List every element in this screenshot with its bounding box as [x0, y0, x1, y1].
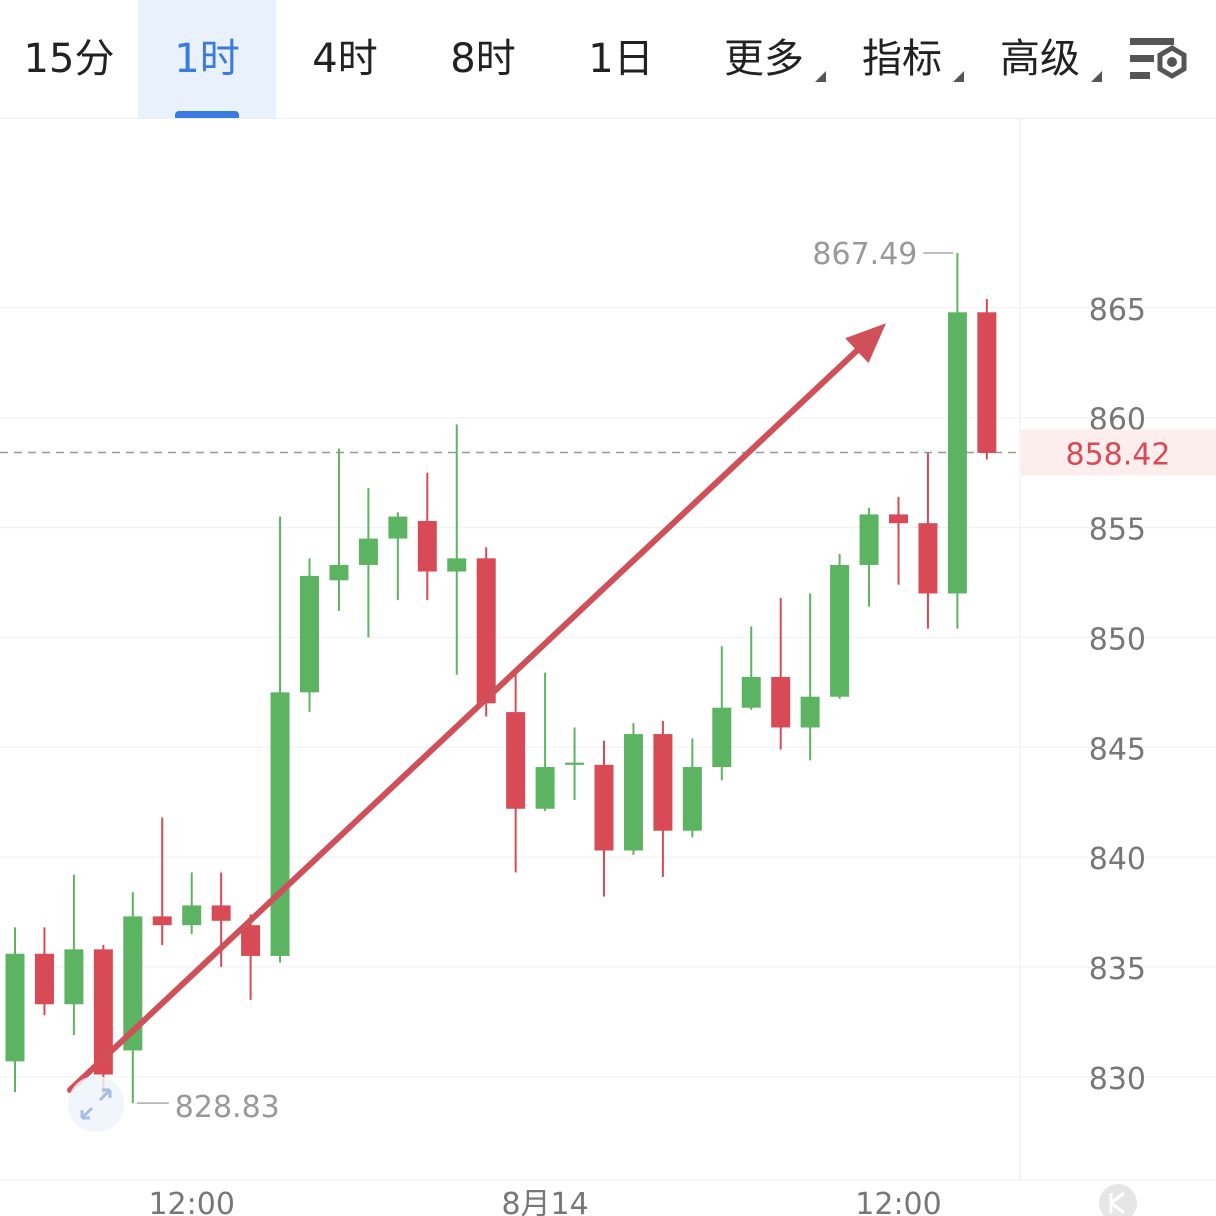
trend-arrow-head-icon: [845, 323, 886, 364]
tab-advanced-label: 高级: [1000, 36, 1080, 82]
tab-1h[interactable]: 1时: [138, 0, 276, 118]
candle-body-up: [565, 762, 585, 765]
tab-indicators[interactable]: 指标: [838, 0, 966, 118]
candle-body-up: [182, 905, 202, 926]
candle-body-up: [270, 692, 290, 956]
candle-body-up: [358, 538, 378, 565]
candle-body-up: [123, 916, 143, 1051]
y-tick-label: 865: [1089, 293, 1146, 328]
candle-body-down: [417, 520, 437, 572]
logo-badge-glyph: [1109, 1191, 1125, 1215]
candle-body-up: [947, 312, 967, 594]
last-price-label: 858.42: [1066, 437, 1171, 472]
candle-body-up: [859, 514, 879, 565]
dropdown-triangle-icon: [1091, 71, 1102, 82]
x-tick-label: 12:00: [148, 1187, 234, 1216]
chart-settings-gear-icon[interactable]: [1128, 34, 1190, 86]
trend-arrow-annotation: [67, 323, 886, 1093]
candle-body-down: [889, 514, 908, 524]
active-tab-indicator: [175, 111, 239, 118]
candle-body-down: [506, 712, 526, 809]
candle-body-down: [211, 905, 231, 921]
min-price-label: 828.83: [175, 1090, 280, 1125]
tab-8h[interactable]: 8时: [450, 36, 516, 82]
candle-body-down: [241, 925, 261, 956]
candle-body-down: [152, 916, 172, 926]
y-tick-label: 830: [1089, 1062, 1146, 1097]
timeframe-toolbar: 15分 1时 4时 8时 1日 更多 指标 高级: [0, 0, 1216, 119]
candle-body-up: [329, 564, 349, 581]
tab-more[interactable]: 更多: [700, 0, 828, 118]
dropdown-triangle-icon: [815, 71, 826, 82]
max-price-label: 867.49: [812, 237, 917, 272]
candles: [5, 252, 997, 1104]
tab-1h-label: 1时: [174, 36, 240, 82]
candle-body-up: [712, 707, 732, 768]
candle-body-up: [800, 696, 820, 728]
candle-body-down: [771, 676, 791, 728]
y-tick-label: 855: [1089, 513, 1146, 548]
fullscreen-expand-icon[interactable]: [68, 1076, 124, 1132]
x-tick-label: 8月14: [501, 1187, 588, 1216]
candle-body-up: [623, 734, 643, 851]
tab-indicators-label: 指标: [862, 36, 942, 82]
tab-more-label: 更多: [724, 36, 804, 82]
candle-body-up: [64, 949, 84, 1005]
candle-body-down: [34, 953, 54, 1005]
candle-body-up: [5, 953, 25, 1062]
candle-body-up: [535, 767, 555, 809]
dropdown-triangle-icon: [953, 71, 964, 82]
fullscreen-button-bg: [68, 1076, 124, 1132]
y-tick-label: 845: [1089, 732, 1146, 767]
candle-body-down: [594, 764, 614, 851]
candle-body-up: [300, 575, 319, 693]
tab-advanced[interactable]: 高级: [976, 0, 1104, 118]
candle-body-down: [977, 312, 997, 453]
y-tick-label: 840: [1089, 842, 1146, 877]
logo-badge-icon: [1099, 1184, 1137, 1216]
tab-15min[interactable]: 15分: [23, 36, 115, 82]
grid-lines: [0, 119, 1216, 1181]
last-price-badge: [1021, 429, 1216, 476]
logo-badge-circle: [1099, 1184, 1137, 1216]
candle-body-down: [918, 523, 938, 594]
candle-body-up: [682, 767, 702, 831]
candle-body-down: [653, 734, 673, 831]
trend-arrow-shaft: [67, 347, 860, 1093]
tab-1d[interactable]: 1日: [588, 36, 654, 82]
y-tick-label: 850: [1089, 622, 1146, 657]
candle-body-up: [388, 516, 408, 539]
candle-body-up: [447, 558, 467, 572]
candle-body-up: [830, 564, 850, 697]
y-tick-label: 835: [1089, 952, 1146, 987]
candle-body-down: [476, 558, 496, 704]
candle-body-down: [93, 949, 113, 1075]
candle-body-up: [741, 676, 761, 708]
x-tick-label: 12:00: [855, 1187, 941, 1216]
fullscreen-arrows: [80, 1088, 112, 1120]
tab-4h[interactable]: 4时: [312, 36, 378, 82]
